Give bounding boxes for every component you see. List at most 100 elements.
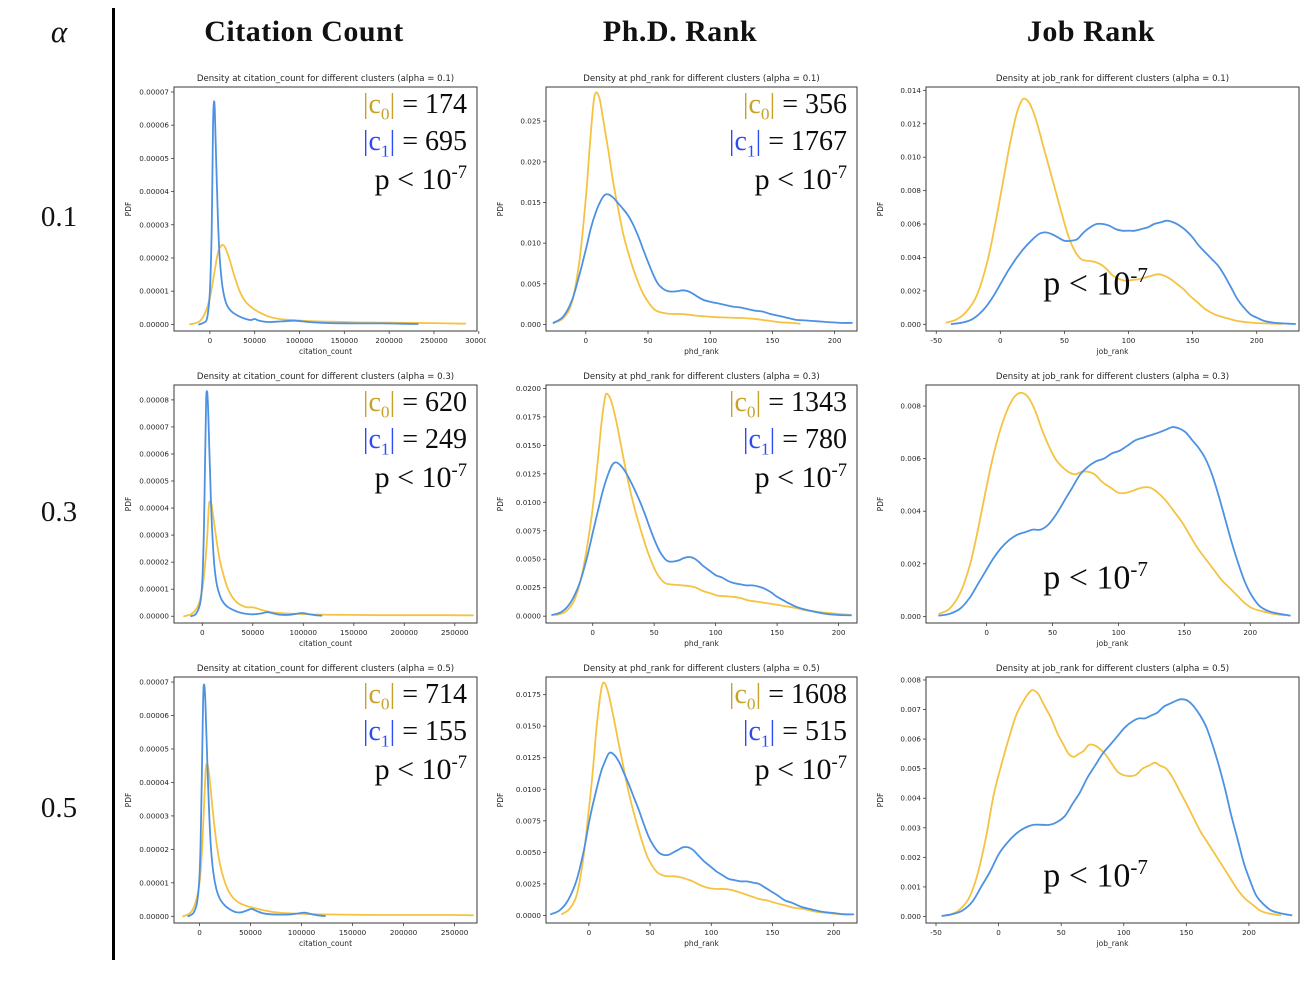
cluster1-size: |c1| = 780 [742, 423, 847, 459]
p-value: p < 10-7 [754, 751, 847, 786]
y-tick-label: 0.00005 [139, 744, 169, 753]
y-tick-label: 0.00006 [139, 121, 169, 130]
y-tick-label: 0.015 [520, 198, 541, 207]
x-tick-label: 150 [1177, 628, 1191, 637]
x-tick-label: 0 [998, 336, 1003, 345]
c1-density-curve [941, 698, 1293, 917]
column-header-phd-rank: Ph.D. Rank [602, 15, 758, 48]
y-tick-label: 0.00002 [139, 253, 169, 262]
cluster0-symbol: |c0| [362, 89, 396, 124]
y-tick-label: 0.0100 [516, 498, 542, 507]
cluster-annotation: |c0| = 620 |c1| = 249 p < 10-7 [363, 386, 467, 496]
c0-density-curve [938, 391, 1286, 617]
y-tick-label: 0.008 [900, 675, 921, 684]
job-rank-alpha-0.1-plot: Density at job_rank for different cluste… [876, 74, 1300, 356]
y-tick-label: 0.00006 [139, 711, 169, 720]
cluster1-size: |c1| = 515 [742, 715, 847, 751]
x-tick-label: 100 [1122, 336, 1136, 345]
c0-density-curve [189, 244, 467, 326]
cluster1-size: |c1| = 1767 [728, 125, 847, 161]
p-value: p < 10-7 [754, 161, 847, 196]
x-tick-label: 100 [1117, 928, 1131, 937]
y-tick-label: 0.00007 [139, 678, 169, 687]
row-label-alpha-0-3: 0.3 [40, 495, 78, 528]
y-tick-label: 0.0175 [516, 690, 541, 699]
y-axis-label: PDF [124, 497, 133, 512]
y-tick-label: 0.0000 [516, 612, 542, 621]
p-value: p < 10-7 [1043, 263, 1148, 303]
plot-title: Density at phd_rank for different cluste… [583, 74, 819, 84]
x-tick-label: 150 [1179, 928, 1193, 937]
c0-density-curve [561, 681, 852, 916]
plot-title: Density at job_rank for different cluste… [996, 664, 1229, 674]
x-tick-label: 0 [587, 928, 592, 937]
cluster1-symbol: |c1| [362, 715, 396, 751]
x-tick-label: 200000 [390, 928, 418, 937]
y-tick-label: 0.00003 [139, 531, 169, 540]
y-tick-label: 0.008 [900, 186, 921, 195]
y-tick-label: 0.002 [900, 286, 921, 295]
y-tick-label: 0.000 [900, 912, 921, 921]
cluster-annotation: |c0| = 356 |c1| = 1767 p < 10-7 [729, 88, 847, 198]
cluster1-size: |c1| = 695 [362, 125, 467, 161]
cluster1-size: |c1| = 155 [362, 715, 467, 751]
y-tick-label: 0.006 [900, 454, 921, 463]
y-axis-label: PDF [496, 497, 505, 512]
y-tick-label: 0.00006 [139, 449, 169, 458]
cluster1-symbol: |c1| [742, 423, 776, 459]
c1-density-curve [938, 426, 1291, 617]
y-tick-label: 0.0100 [516, 785, 542, 794]
c1-density-curve [190, 390, 323, 618]
y-tick-label: 0.00000 [139, 320, 169, 329]
c0-density-curve [945, 97, 1284, 325]
axes-frame [545, 384, 858, 624]
cluster0-symbol: |c0| [742, 89, 776, 124]
x-tick-label: 50 [650, 628, 660, 637]
y-tick-label: 0.004 [900, 507, 921, 516]
y-tick-label: 0.0125 [516, 753, 541, 762]
p-value: p < 10-7 [374, 751, 467, 786]
column-header-job-rank: Job Rank [1026, 15, 1156, 48]
x-tick-label: 200 [1242, 928, 1256, 937]
y-axis-label: PDF [124, 793, 133, 808]
y-tick-label: 0.005 [520, 279, 541, 288]
y-tick-label: 0.00008 [139, 395, 169, 404]
x-tick-label: 100000 [286, 336, 314, 345]
x-tick-label: 150 [1186, 336, 1200, 345]
phd-rank-alpha-0.3-plot: Density at phd_rank for different cluste… [496, 372, 858, 648]
x-tick-label: 50000 [243, 336, 266, 345]
divider-line [112, 8, 115, 960]
c1-density-curve [198, 100, 419, 326]
x-tick-label: 200000 [391, 628, 419, 637]
y-tick-label: 0.004 [900, 794, 921, 803]
row-label-alpha-0-5: 0.5 [40, 791, 78, 824]
x-tick-label: 50 [1060, 336, 1070, 345]
y-tick-label: 0.00001 [139, 287, 169, 296]
cluster1-symbol: |c1| [362, 423, 396, 459]
cluster0-size: |c0| = 1343 [728, 387, 847, 422]
x-tick-label: 150 [766, 928, 780, 937]
x-tick-label: 200 [1243, 628, 1257, 637]
plot-cell-citation-count-alpha-0-1: Density at citation_count for different … [118, 68, 490, 366]
y-tick-label: 0.0050 [516, 555, 542, 564]
y-tick-label: 0.006 [900, 735, 921, 744]
y-tick-label: 0.00001 [139, 878, 169, 887]
x-axis-label: phd_rank [684, 347, 719, 356]
y-tick-label: 0.002 [900, 559, 921, 568]
x-axis-label: citation_count [299, 347, 352, 356]
c0-density-curve [552, 91, 801, 325]
plot-title: Density at phd_rank for different cluste… [583, 664, 819, 674]
p-value: p < 10-7 [374, 161, 467, 196]
y-tick-label: 0.00004 [139, 504, 169, 513]
x-axis-label: job_rank [1096, 347, 1130, 356]
c0-density-curve [554, 392, 852, 616]
y-tick-label: 0.00000 [139, 912, 169, 921]
x-tick-label: 150 [766, 336, 780, 345]
axes-frame [545, 676, 858, 924]
p-value: p < 10-7 [374, 459, 467, 494]
y-tick-label: 0.020 [520, 157, 541, 166]
column-header-citation-count: Citation Count [204, 15, 404, 48]
cluster0-size: |c0| = 1608 [728, 679, 847, 714]
y-tick-label: 0.014 [900, 86, 921, 95]
citation-count-alpha-0.5-plot: Density at citation_count for different … [124, 664, 478, 948]
